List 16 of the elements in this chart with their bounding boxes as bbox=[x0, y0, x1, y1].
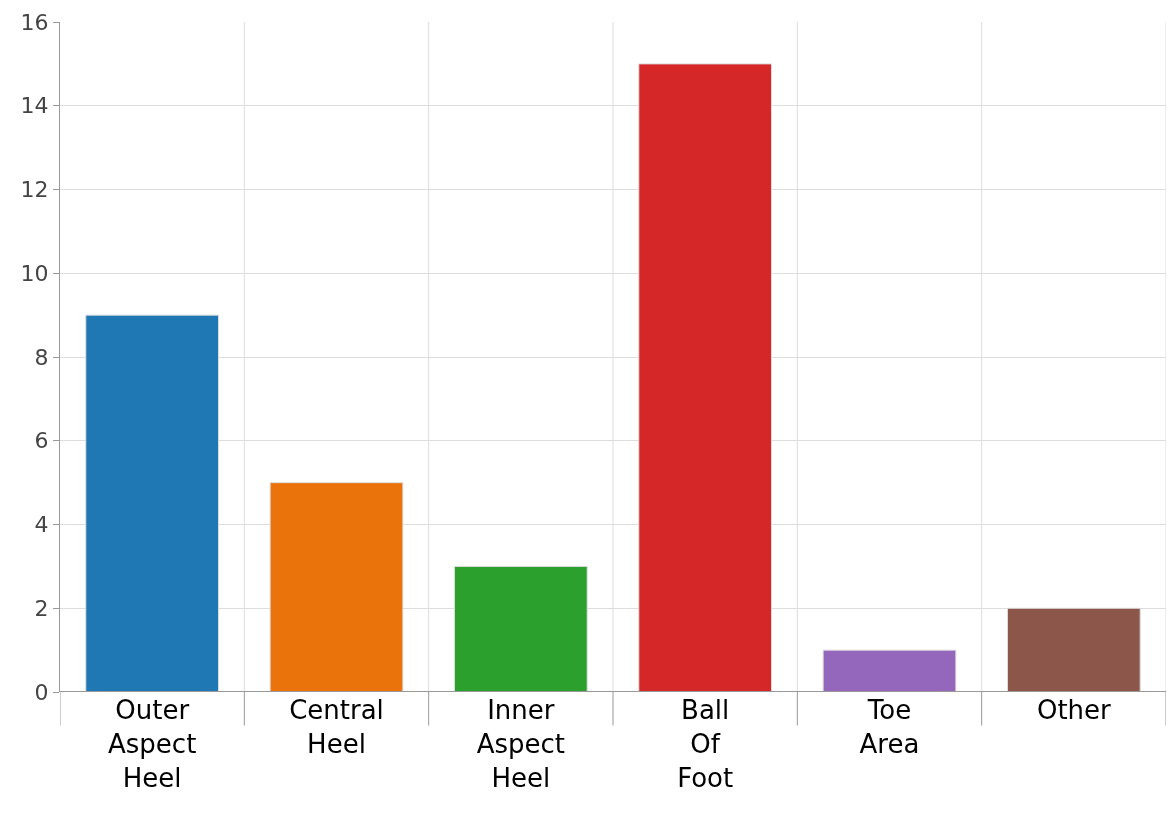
y-tick-label: 8 bbox=[34, 344, 49, 370]
y-tick-label: 14 bbox=[20, 93, 49, 119]
x-tick-label: Ball Of Foot bbox=[677, 695, 734, 793]
x-tick-label: Outer Aspect Heel bbox=[108, 695, 197, 793]
x-tick-label: Other bbox=[1036, 695, 1112, 725]
y-tick-label: 16 bbox=[20, 9, 49, 35]
x-tick-label: Central Heel bbox=[289, 695, 384, 759]
x-tick-label: Inner Aspect Heel bbox=[476, 695, 565, 793]
y-tick-label: 6 bbox=[34, 428, 49, 454]
x-tick-label: Toe Area bbox=[859, 695, 920, 759]
y-tick-label: 2 bbox=[34, 595, 49, 621]
y-tick-label: 10 bbox=[20, 260, 49, 286]
bar bbox=[822, 649, 957, 692]
y-tick-label: 4 bbox=[34, 512, 49, 538]
y-tick-label: 0 bbox=[34, 679, 49, 705]
y-tick-label: 12 bbox=[20, 177, 49, 203]
